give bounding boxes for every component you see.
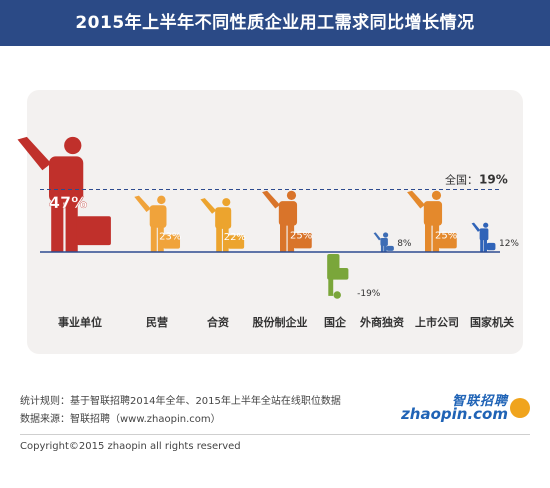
category-label: 合资 [207,315,229,329]
value-label: 8% [397,239,412,249]
person-raised-arm [262,190,281,209]
person-leg-left [150,226,157,252]
person-leg-right [384,244,387,252]
person-raised-arm [471,222,481,232]
value-label: 12% [499,239,519,249]
category-label: 国企 [324,315,347,329]
category-label: 民营 [146,315,168,329]
category-label: 事业单位 [58,315,102,329]
national-reference-value: 19% [479,172,508,186]
briefcase [76,216,111,246]
person-leg-right [65,201,78,252]
bar-figure-1 [17,136,111,252]
person-head [64,136,82,155]
briefcase [386,245,394,251]
footer-divider [20,434,530,435]
bar-figure-6 [373,232,394,252]
national-reference-label: 全国： [445,172,478,186]
person-torso [278,201,298,226]
person-raised-arm [373,232,381,241]
bar-figure-5 [327,254,349,299]
category-label: 外商独资 [359,315,404,329]
person-leg-left [480,239,484,252]
bar-figure-4 [262,190,312,252]
value-label: 25% [290,231,312,242]
briefcase [293,233,312,249]
person-raised-arm [407,190,426,209]
value-label: 22% [224,232,246,243]
person-leg-left [425,224,432,252]
value-label: 25% [435,231,457,242]
bar-figure-7 [407,190,457,252]
value-label: 47% [49,193,87,212]
person-head [431,190,442,200]
logo-text-en: zhaopin.com [401,405,508,423]
person-leg-left [51,201,64,252]
logo-circle-icon [510,398,530,418]
person-raised-arm [134,195,151,212]
person-torso [149,205,167,228]
category-label: 国家机关 [470,315,514,329]
person-leg-right [287,224,295,252]
person-head [483,222,489,228]
copyright-text: Copyright©2015 zhaopin all rights reserv… [20,441,241,452]
person-torso [215,207,232,229]
person-leg-left [280,224,287,252]
briefcase [163,234,181,249]
person-head [383,232,389,238]
person-leg-right [483,239,487,252]
briefcase [336,267,349,280]
value-label: -19% [357,289,381,299]
footer-notes: 统计规则：基于智联招聘2014年全年、2015年上半年全站在线职位数据 数据来源… [20,393,341,429]
zhaopin-logo: 智联招聘 zhaopin.com [401,390,530,426]
person-head [286,190,297,200]
person-leg-left [216,227,222,252]
person-head [157,195,166,205]
person-leg-right [432,224,440,252]
person-head [222,198,231,207]
chart-title: 2015年上半年不同性质企业用工需求同比增长情况 [0,0,550,46]
note-data-source: 数据来源：智联招聘（www.zhaopin.com） [20,414,221,425]
person-raised-arm [200,198,217,214]
briefcase [228,235,245,249]
person-leg-right [157,226,164,252]
bar-figure-3 [200,198,245,252]
category-label: 股份制企业 [253,315,308,329]
person-raised-arm [17,136,52,171]
note-stat-rule: 统计规则：基于智联招聘2014年全年、2015年上半年全站在线职位数据 [20,396,341,407]
bar-figure-2 [134,195,181,252]
category-label: 上市公司 [415,315,459,329]
value-label: 23% [159,232,181,243]
bar-figure-8 [471,222,496,252]
person-torso [479,228,489,241]
person-leg [328,274,334,296]
person-leg-right [222,227,229,252]
person-head [333,291,341,299]
person-torso [48,156,84,203]
briefcase [438,233,457,249]
logo-text-cn: 智联招聘 [451,394,508,409]
person-torso [380,237,388,246]
person-torso [423,201,443,226]
briefcase [486,242,496,251]
person-leg-left [380,244,384,252]
